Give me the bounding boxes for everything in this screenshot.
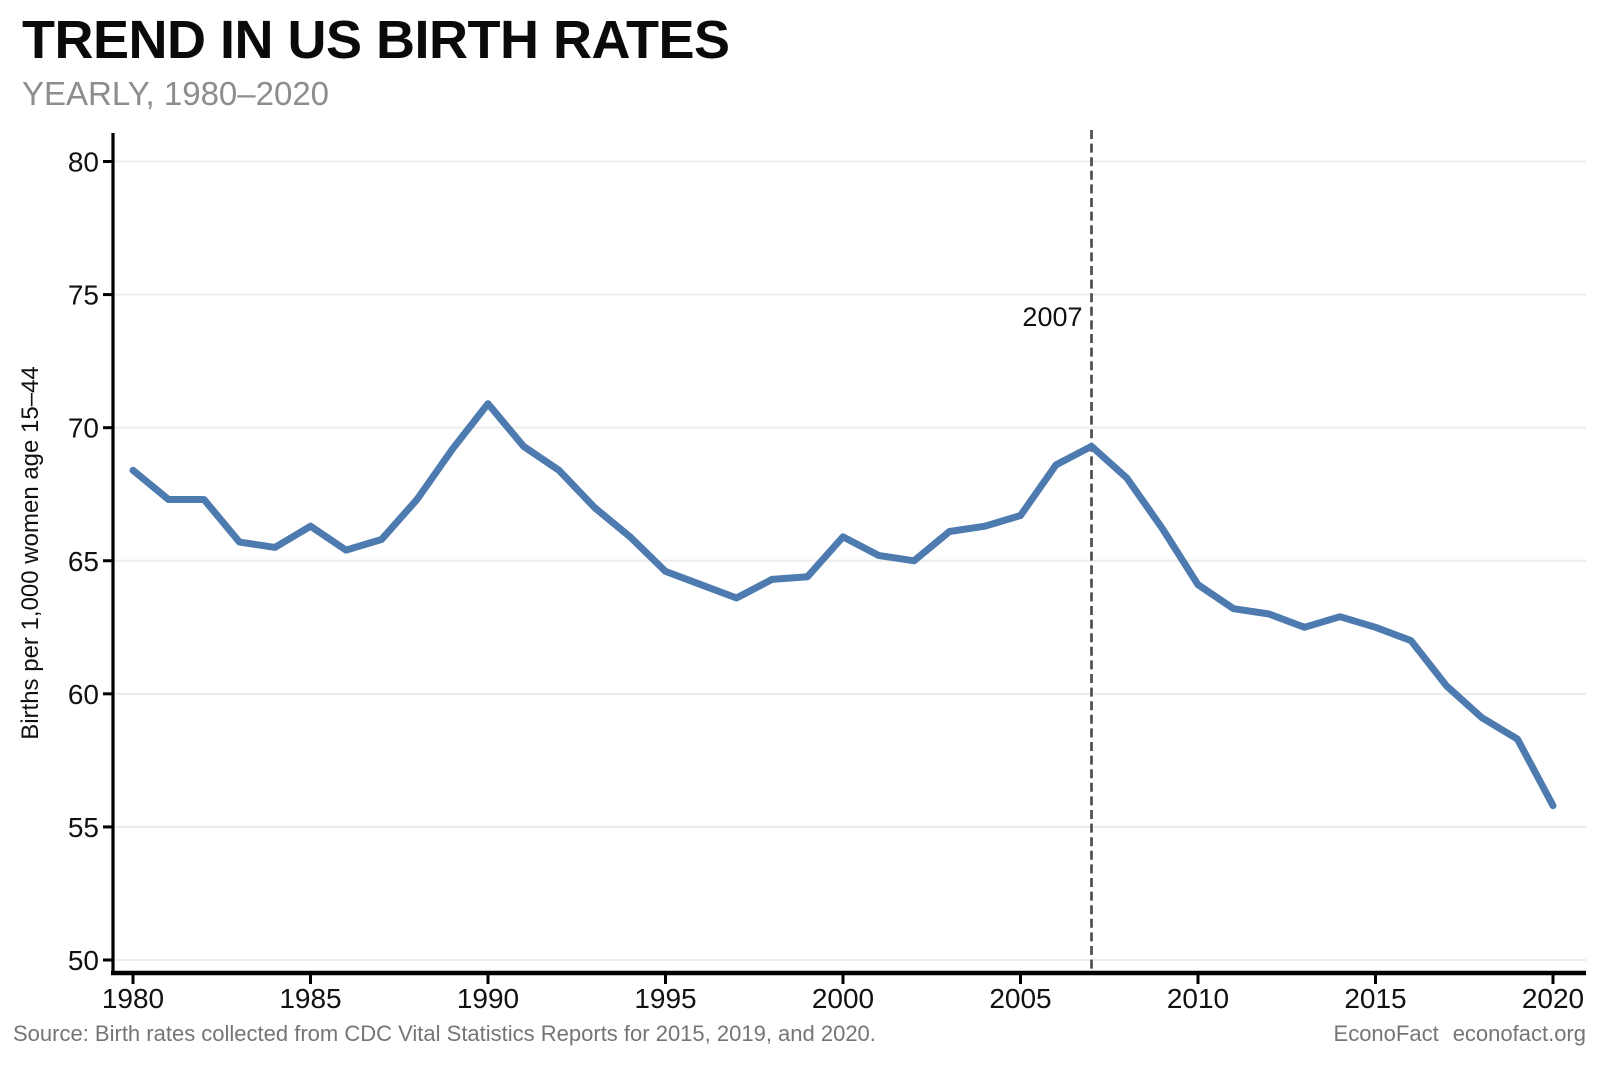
x-tick-label: 1985 xyxy=(279,983,341,1014)
y-tick-label: 75 xyxy=(68,280,99,311)
y-tick-label: 70 xyxy=(68,413,99,444)
y-tick-label: 80 xyxy=(68,147,99,178)
annotation-2007: 2007 xyxy=(1022,130,1093,971)
x-tick-label: 1990 xyxy=(457,983,519,1014)
x-tick-label: 2005 xyxy=(989,983,1051,1014)
x-tick-label: 1980 xyxy=(102,983,164,1014)
page-subtitle: YEARLY, 1980–2020 xyxy=(22,75,330,112)
gridlines xyxy=(113,160,1586,962)
birth-rate-series-line xyxy=(129,400,1557,810)
page-title: TREND IN US BIRTH RATES xyxy=(22,10,730,70)
y-tick-label: 55 xyxy=(68,812,99,843)
x-tick-label: 2015 xyxy=(1344,983,1406,1014)
chart-footer: Source: Birth rates collected from CDC V… xyxy=(13,1021,1586,1047)
source-note: Source: Birth rates collected from CDC V… xyxy=(13,1021,876,1046)
y-axis-title: Births per 1,000 women age 15–44 xyxy=(17,366,44,740)
x-tick-label: 2010 xyxy=(1167,983,1229,1014)
y-tick-label: 50 xyxy=(68,945,99,976)
y-tick-label: 60 xyxy=(68,679,99,710)
brand: EconoFact econofact.org xyxy=(1334,1021,1586,1047)
x-tick-label: 2000 xyxy=(812,983,874,1014)
trend-line xyxy=(129,400,1557,810)
annotation-label: 2007 xyxy=(1022,302,1082,332)
x-tick-label: 1995 xyxy=(634,983,696,1014)
brand-name: EconoFact xyxy=(1333,1021,1439,1046)
axes: 50 55 60 65 70 75 80 1980 1985 1990 1995 2000 2005 20… xyxy=(68,133,1586,1014)
y-tick-label: 65 xyxy=(68,546,99,577)
brand-url: econofact.org xyxy=(1452,1021,1586,1046)
x-tick-label: 2020 xyxy=(1522,983,1584,1014)
